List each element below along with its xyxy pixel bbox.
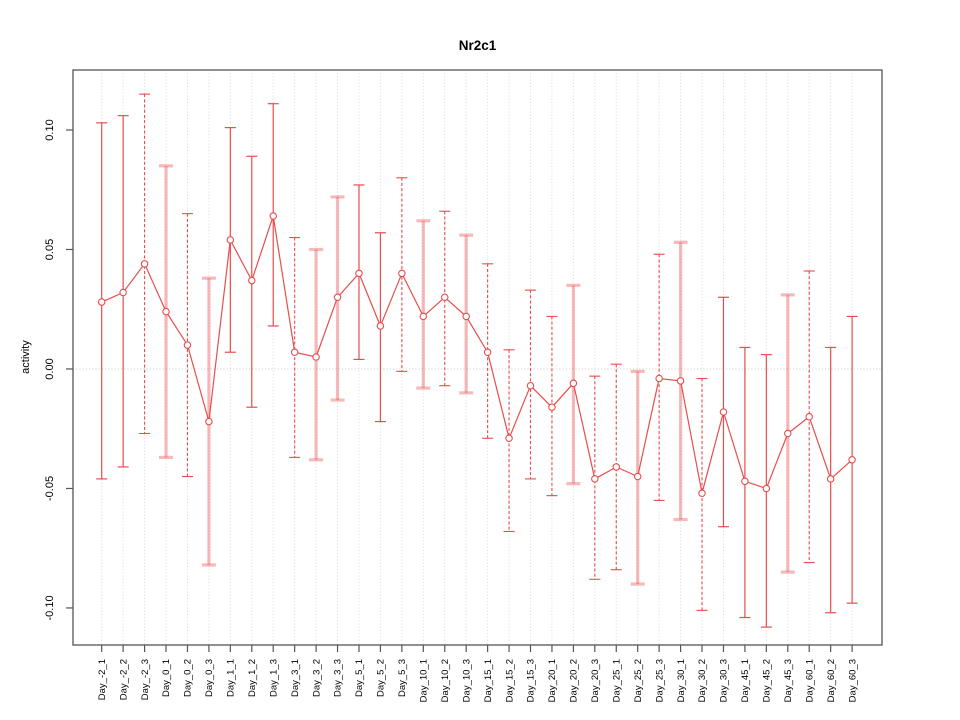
x-tick-label: Day_30_3 bbox=[719, 659, 730, 702]
data-point bbox=[526, 381, 535, 390]
data-point bbox=[333, 293, 342, 302]
series-line bbox=[101, 215, 853, 494]
data-point bbox=[505, 434, 513, 443]
x-tick-label: Day_10_2 bbox=[440, 659, 451, 702]
data-point bbox=[719, 408, 728, 416]
data-point bbox=[248, 276, 256, 285]
x-tick-label: Day_25_2 bbox=[633, 659, 644, 702]
x-tick-label: Day_45_1 bbox=[740, 659, 751, 702]
x-tick-label: Day_15_2 bbox=[504, 659, 515, 702]
x-tick-label: Day_20_1 bbox=[547, 659, 558, 702]
y-tick-label: 0.00 bbox=[44, 358, 56, 379]
data-point bbox=[269, 212, 277, 220]
x-tick-label: Day_15_3 bbox=[526, 659, 537, 702]
data-point bbox=[162, 307, 170, 316]
x-tick-label: Day_15_1 bbox=[483, 659, 494, 702]
data-point bbox=[312, 353, 320, 361]
x-tick-label: Day_0_3 bbox=[204, 659, 215, 697]
data-point bbox=[655, 374, 663, 383]
x-tick-label: Day_20_3 bbox=[590, 659, 601, 702]
x-tick-label: Day_20_2 bbox=[569, 659, 580, 702]
data-point bbox=[97, 298, 106, 306]
x-tick-label: Day_45_2 bbox=[762, 659, 773, 702]
x-tick-label: Day_60_2 bbox=[826, 659, 837, 702]
data-point bbox=[612, 463, 621, 471]
x-tick-label: Day_60_1 bbox=[804, 659, 815, 702]
x-tick-label: Day_3_3 bbox=[333, 659, 344, 697]
x-tick-label: Day_5_2 bbox=[376, 659, 387, 697]
y-tick-label: -0.10 bbox=[44, 595, 56, 620]
x-tick-label: Day_45_3 bbox=[783, 659, 794, 702]
data-point bbox=[483, 348, 492, 356]
data-point bbox=[676, 377, 685, 385]
data-point bbox=[205, 417, 213, 426]
data-point bbox=[462, 312, 470, 321]
x-tick-label: Day_3_1 bbox=[290, 659, 301, 697]
data-point bbox=[226, 236, 235, 244]
x-tick-label: Day_1_3 bbox=[268, 659, 279, 697]
plot-border bbox=[72, 69, 883, 646]
y-tick-label: -0.05 bbox=[44, 476, 56, 501]
y-tick-label: 0.05 bbox=[44, 239, 56, 260]
data-point bbox=[805, 413, 813, 421]
y-tick-label: 0.10 bbox=[44, 119, 56, 140]
x-tick-label: Day_25_3 bbox=[654, 659, 665, 702]
x-tick-label: Day_1_1 bbox=[226, 659, 237, 697]
data-point bbox=[376, 322, 385, 330]
data-point bbox=[440, 293, 449, 302]
data-point bbox=[398, 269, 406, 278]
x-tick-label: Day_30_2 bbox=[697, 659, 708, 702]
x-tick-label: Day_30_1 bbox=[676, 659, 687, 702]
x-tick-label: Day_5_1 bbox=[354, 659, 365, 697]
data-point bbox=[762, 484, 771, 493]
data-point bbox=[741, 477, 749, 486]
x-tick-label: Day_0_1 bbox=[161, 659, 172, 697]
x-tick-label: Day_25_1 bbox=[611, 659, 622, 702]
data-point bbox=[183, 341, 192, 349]
x-tick-label: Day_10_3 bbox=[461, 659, 472, 702]
x-tick-label: Day_1_2 bbox=[247, 659, 258, 697]
data-point bbox=[784, 429, 792, 438]
data-point bbox=[698, 489, 706, 497]
x-tick-label: Day_-2_1 bbox=[97, 659, 108, 700]
x-tick-label: Day_-2_3 bbox=[140, 659, 151, 700]
x-tick-label: Day_10_1 bbox=[419, 659, 430, 702]
x-tick-label: Day_-2_2 bbox=[118, 659, 129, 700]
chart-title: Nr2c1 bbox=[458, 38, 497, 53]
data-point bbox=[419, 312, 428, 321]
data-point bbox=[826, 475, 835, 483]
data-point bbox=[119, 288, 127, 297]
data-point bbox=[355, 269, 363, 278]
data-point bbox=[140, 260, 149, 268]
x-tick-label: Day_5_3 bbox=[397, 659, 408, 697]
data-point bbox=[633, 472, 642, 481]
data-point bbox=[848, 456, 856, 464]
x-tick-label: Day_0_2 bbox=[183, 659, 194, 697]
x-tick-label: Day_60_3 bbox=[847, 659, 858, 702]
x-tick-label: Day_3_2 bbox=[311, 659, 322, 697]
data-point bbox=[290, 348, 299, 356]
data-point bbox=[569, 379, 578, 388]
data-point bbox=[591, 475, 599, 483]
data-point bbox=[548, 403, 556, 411]
